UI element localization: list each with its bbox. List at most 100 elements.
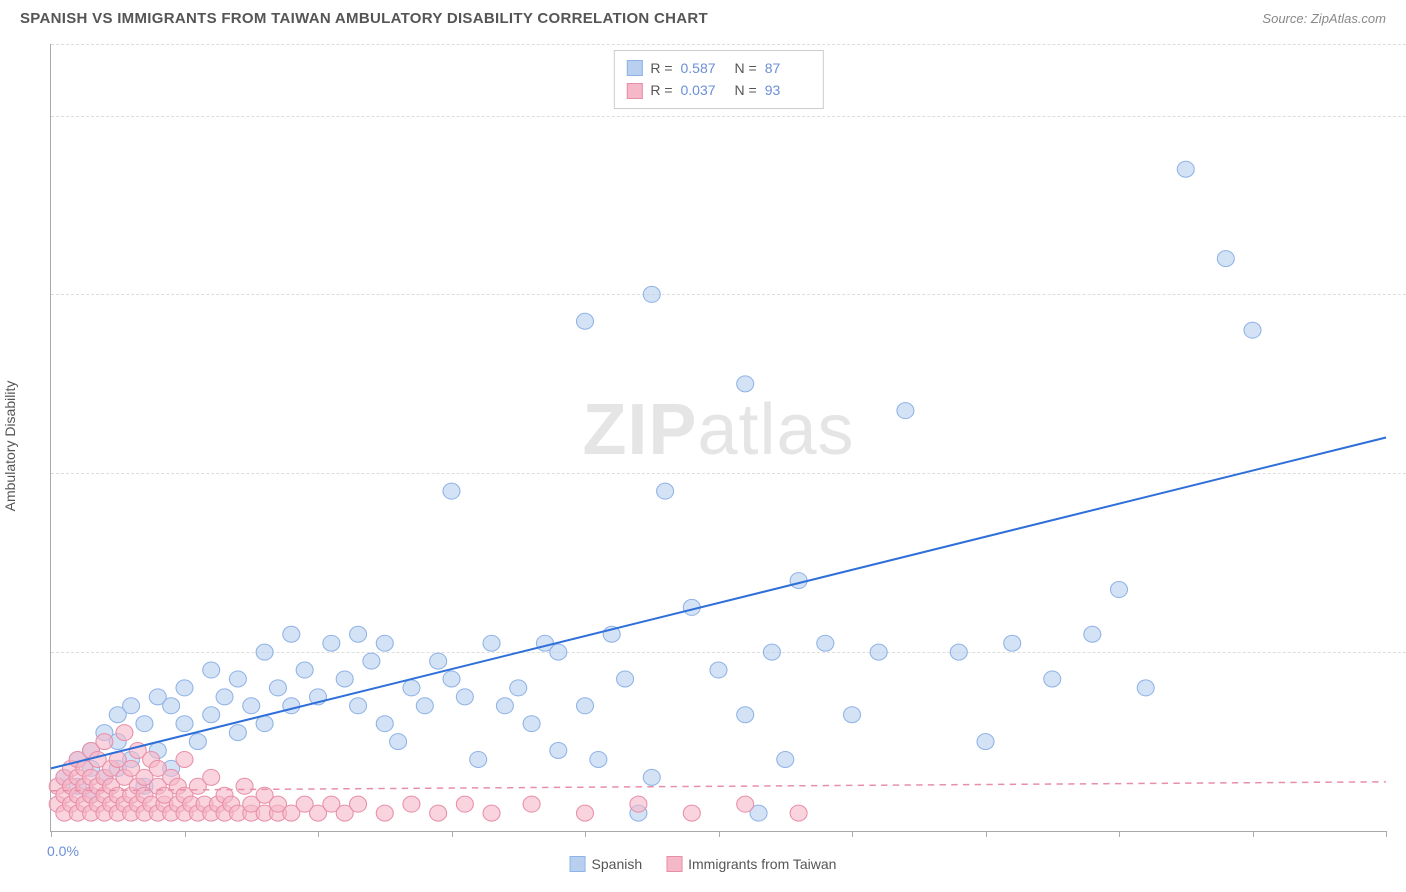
data-point — [1084, 626, 1101, 642]
data-point — [189, 734, 206, 750]
data-point — [243, 698, 260, 714]
x-tick — [719, 831, 720, 837]
data-point — [443, 671, 460, 687]
data-point — [617, 671, 634, 687]
data-point — [176, 716, 193, 732]
data-point — [870, 644, 887, 660]
stats-legend: R = 0.587 N = 87 R = 0.037 N = 93 — [613, 50, 823, 109]
data-point — [176, 680, 193, 696]
legend-swatch-spanish — [626, 60, 642, 76]
data-point — [256, 644, 273, 660]
x-tick — [51, 831, 52, 837]
data-point — [390, 734, 407, 750]
data-point — [116, 725, 133, 741]
data-point — [403, 680, 420, 696]
data-point — [296, 662, 313, 678]
data-point — [430, 805, 447, 821]
data-point — [216, 689, 233, 705]
source-attribution: Source: ZipAtlas.com — [1262, 11, 1386, 26]
chart-title: SPANISH VS IMMIGRANTS FROM TAIWAN AMBULA… — [20, 10, 708, 27]
data-point — [350, 796, 367, 812]
data-point — [1177, 161, 1194, 177]
data-point — [790, 805, 807, 821]
data-point — [456, 796, 473, 812]
data-point — [483, 635, 500, 651]
data-point — [283, 698, 300, 714]
data-point — [403, 796, 420, 812]
x-tick — [318, 831, 319, 837]
legend-swatch-icon — [666, 856, 682, 872]
data-point — [269, 680, 286, 696]
data-point — [376, 635, 393, 651]
data-point — [683, 805, 700, 821]
data-point — [376, 805, 393, 821]
legend-swatch-icon — [570, 856, 586, 872]
data-point — [483, 805, 500, 821]
data-point — [550, 743, 567, 759]
chart-plot-area: ZIPatlas 20.0%40.0%60.0%80.0% R = 0.587 … — [50, 44, 1386, 832]
stats-legend-row-0: R = 0.587 N = 87 — [626, 57, 810, 79]
legend-item-spanish: Spanish — [570, 856, 643, 872]
r-label: R = — [650, 79, 672, 101]
regression-line — [51, 438, 1386, 769]
series-legend: Spanish Immigrants from Taiwan — [570, 856, 837, 872]
data-point — [350, 698, 367, 714]
data-point — [1244, 322, 1261, 338]
data-point — [950, 644, 967, 660]
data-point — [203, 662, 220, 678]
data-point — [763, 644, 780, 660]
data-point — [590, 751, 607, 767]
data-point — [737, 707, 754, 723]
data-point — [1137, 680, 1154, 696]
n-label: N = — [735, 57, 757, 79]
data-point — [376, 716, 393, 732]
data-point — [977, 734, 994, 750]
data-point — [1217, 251, 1234, 267]
data-point — [897, 403, 914, 419]
legend-swatch-taiwan — [626, 83, 642, 99]
legend-label-0: Spanish — [592, 856, 643, 872]
data-point — [350, 626, 367, 642]
x-tick — [1119, 831, 1120, 837]
data-point — [630, 796, 647, 812]
data-point — [163, 698, 180, 714]
data-point — [643, 769, 660, 785]
data-point — [523, 796, 540, 812]
data-point — [1004, 635, 1021, 651]
x-tick — [986, 831, 987, 837]
legend-item-taiwan: Immigrants from Taiwan — [666, 856, 836, 872]
x-tick — [185, 831, 186, 837]
data-point — [1044, 671, 1061, 687]
data-point — [710, 662, 727, 678]
data-point — [456, 689, 473, 705]
source-name: ZipAtlas.com — [1311, 11, 1386, 26]
y-axis-label: Ambulatory Disability — [2, 381, 18, 512]
n-value-1: 93 — [765, 79, 811, 101]
legend-label-1: Immigrants from Taiwan — [688, 856, 836, 872]
x-tick — [1253, 831, 1254, 837]
data-point — [236, 778, 253, 794]
data-point — [1110, 582, 1127, 598]
data-point — [550, 644, 567, 660]
x-tick — [1386, 831, 1387, 837]
data-point — [443, 483, 460, 499]
r-value-0: 0.587 — [681, 57, 727, 79]
data-point — [510, 680, 527, 696]
stats-legend-row-1: R = 0.037 N = 93 — [626, 79, 810, 101]
data-point — [470, 751, 487, 767]
x-tick — [852, 831, 853, 837]
data-point — [737, 796, 754, 812]
data-point — [123, 698, 140, 714]
data-point — [523, 716, 540, 732]
data-point — [737, 376, 754, 392]
data-point — [229, 671, 246, 687]
data-point — [256, 716, 273, 732]
data-point — [96, 734, 113, 750]
scatter-svg — [51, 44, 1386, 831]
data-point — [283, 626, 300, 642]
x-tick — [452, 831, 453, 837]
data-point — [777, 751, 794, 767]
x-tick — [585, 831, 586, 837]
r-label: R = — [650, 57, 672, 79]
source-label: Source: — [1262, 11, 1307, 26]
